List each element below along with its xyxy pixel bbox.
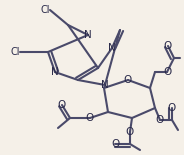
Text: N: N xyxy=(101,80,109,90)
Text: Cl: Cl xyxy=(10,47,20,57)
Text: O: O xyxy=(58,100,66,110)
Text: O: O xyxy=(111,139,119,149)
Text: O: O xyxy=(124,75,132,85)
Text: N: N xyxy=(51,67,59,77)
Text: O: O xyxy=(156,115,164,125)
Text: N: N xyxy=(84,30,92,40)
Text: O: O xyxy=(86,113,94,123)
Text: O: O xyxy=(168,103,176,113)
Text: O: O xyxy=(163,67,171,77)
Text: O: O xyxy=(164,41,172,51)
Text: O: O xyxy=(126,127,134,137)
Text: Cl: Cl xyxy=(40,5,50,15)
Text: N: N xyxy=(108,43,116,53)
